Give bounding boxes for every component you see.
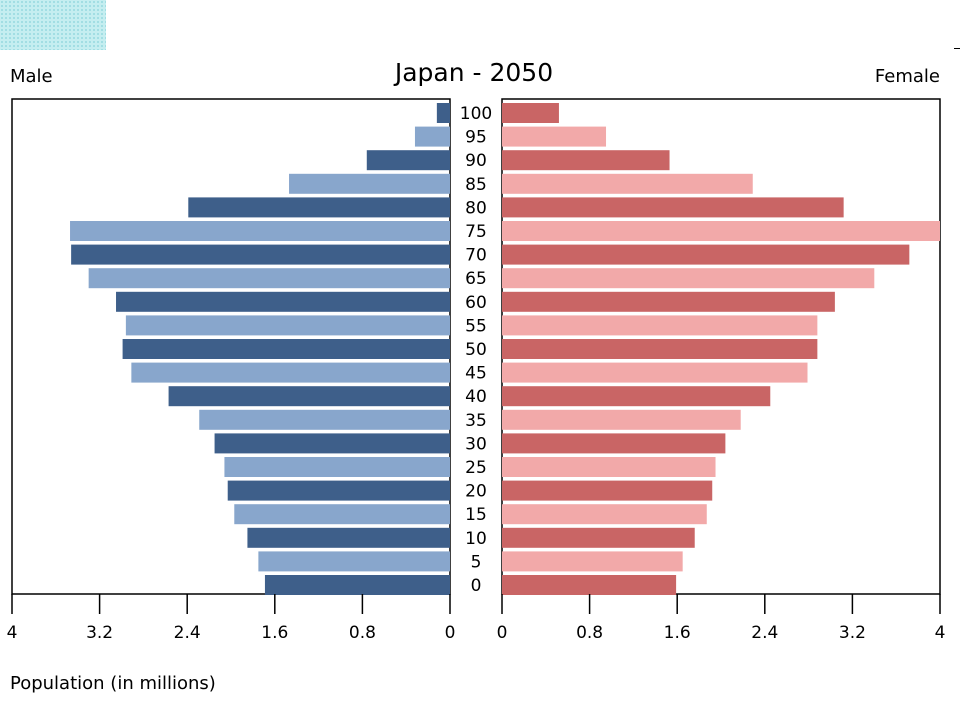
male-bar-100: [436, 103, 450, 123]
male-x-tick-label: 2.4: [174, 623, 201, 643]
age-label: 25: [465, 458, 487, 478]
male-x-tick-label: 0.8: [349, 623, 376, 643]
age-label: 90: [465, 151, 487, 171]
age-label: 10: [465, 529, 487, 549]
age-label: 100: [460, 104, 492, 124]
age-label: 40: [465, 387, 487, 407]
x-axis-label: Population (in millions): [10, 673, 216, 694]
female-bar-15: [502, 504, 707, 525]
male-bar-20: [227, 480, 450, 501]
male-bar-55: [125, 315, 450, 336]
age-label: 0: [471, 576, 482, 596]
female-label: Female: [875, 66, 940, 87]
female-bar-35: [502, 409, 741, 430]
age-label: 35: [465, 411, 487, 431]
female-bar-55: [502, 315, 818, 336]
female-bar-60: [502, 291, 835, 312]
male-bar-25: [224, 457, 450, 477]
age-label: 95: [465, 128, 487, 148]
male-bar-80: [188, 197, 451, 218]
female-bar-40: [502, 386, 771, 407]
female-bar-75: [502, 221, 940, 241]
female-bar-10: [502, 527, 695, 548]
chart-title: Japan - 2050: [393, 58, 553, 87]
male-x-tick-label: 1.6: [261, 623, 288, 643]
female-bar-20: [502, 480, 713, 501]
male-x-tick-label: 4: [7, 623, 18, 643]
male-bar-85: [289, 173, 450, 194]
male-bar-40: [168, 386, 450, 407]
female-x-tick-label: 0.8: [576, 623, 603, 643]
edge-dash: [954, 48, 960, 49]
male-x-tick-label: 3.2: [86, 623, 113, 643]
female-bar-25: [502, 457, 716, 477]
male-bar-50: [122, 339, 450, 359]
age-label: 65: [465, 269, 487, 289]
female-bar-100: [502, 103, 559, 123]
male-bar-35: [199, 409, 450, 430]
age-label: 75: [465, 222, 487, 242]
female-bar-5: [502, 551, 683, 572]
female-bar-80: [502, 197, 844, 218]
male-x-tick-label: 0: [445, 623, 456, 643]
age-label: 60: [465, 293, 487, 313]
female-bar-45: [502, 362, 808, 383]
female-bar-30: [502, 433, 726, 454]
female-bar-90: [502, 150, 670, 171]
male-bar-90: [366, 150, 450, 171]
female-bar-70: [502, 244, 910, 265]
male-bar-5: [258, 551, 450, 572]
age-label: 20: [465, 482, 487, 502]
age-label: 45: [465, 364, 487, 384]
female-x-tick-label: 0: [497, 623, 508, 643]
female-bar-95: [502, 126, 607, 147]
male-label: Male: [10, 66, 53, 87]
male-bar-75: [70, 221, 450, 241]
female-bar-0: [502, 575, 677, 595]
male-bar-60: [116, 291, 451, 312]
age-label: 5: [471, 552, 482, 572]
male-bar-30: [214, 433, 450, 454]
male-bar-15: [234, 504, 450, 525]
age-label: 30: [465, 434, 487, 454]
age-label: 70: [465, 246, 487, 266]
age-label: 15: [465, 505, 487, 525]
female-bar-85: [502, 173, 753, 194]
male-bar-95: [414, 126, 450, 147]
age-label: 50: [465, 340, 487, 360]
female-bar-50: [502, 339, 818, 359]
male-bar-70: [71, 244, 450, 265]
female-x-tick-label: 1.6: [664, 623, 691, 643]
female-x-tick-label: 4: [935, 623, 946, 643]
male-bar-45: [131, 362, 451, 383]
age-label: 85: [465, 175, 487, 195]
male-bar-10: [247, 527, 450, 548]
female-x-tick-label: 3.2: [839, 623, 866, 643]
corner-decoration: [0, 0, 106, 50]
male-bar-0: [264, 575, 450, 595]
female-x-tick-label: 2.4: [751, 623, 778, 643]
female-bar-65: [502, 268, 875, 289]
male-bar-65: [88, 268, 451, 289]
age-label: 80: [465, 198, 487, 218]
age-label: 55: [465, 316, 487, 336]
